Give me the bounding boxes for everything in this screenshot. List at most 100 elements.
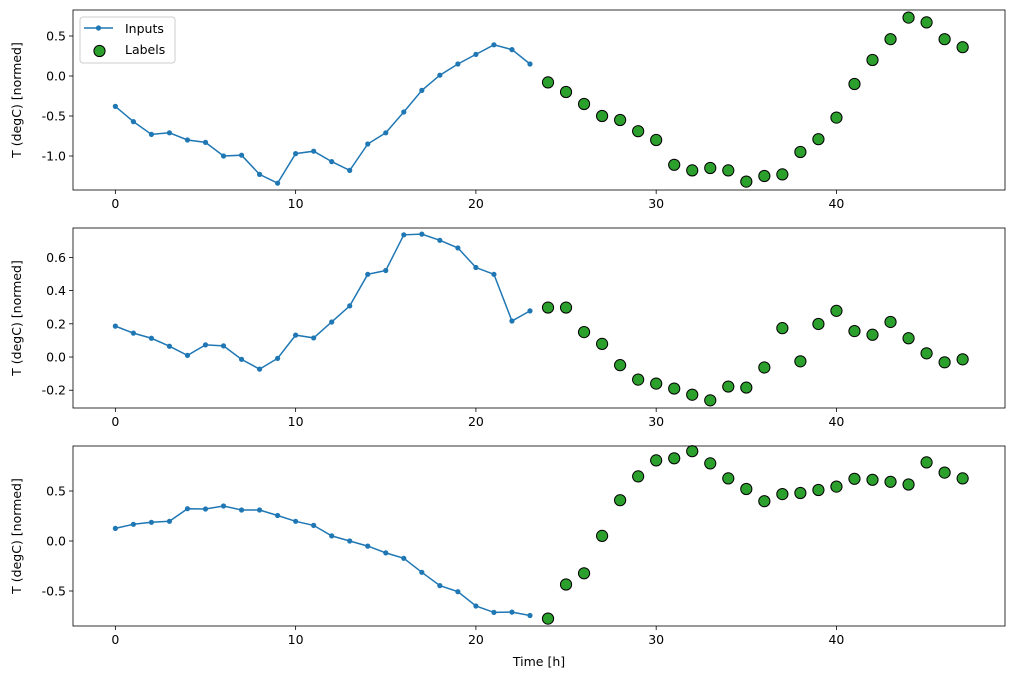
x-tick-label: 40 bbox=[828, 196, 844, 211]
inputs-point bbox=[275, 355, 281, 361]
inputs-point bbox=[202, 139, 209, 145]
inputs-point bbox=[184, 137, 191, 143]
x-tick-label: 0 bbox=[111, 414, 119, 429]
labels-point bbox=[938, 33, 951, 46]
labels-point bbox=[632, 470, 645, 483]
y-axis-label: T (degC) [normed] bbox=[9, 478, 24, 595]
x-tick-label: 10 bbox=[288, 196, 304, 211]
inputs-point bbox=[112, 525, 118, 532]
labels-point bbox=[595, 337, 609, 351]
labels-point bbox=[704, 457, 717, 470]
inputs-point bbox=[437, 583, 443, 589]
inputs-point bbox=[238, 507, 245, 513]
labels-point bbox=[776, 488, 789, 501]
legend-labels-marker-icon bbox=[93, 44, 106, 58]
inputs-point bbox=[130, 521, 136, 527]
inputs-point bbox=[148, 519, 155, 525]
inputs-point bbox=[275, 512, 281, 519]
y-tick-label: -0.5 bbox=[42, 584, 66, 599]
labels-point bbox=[559, 578, 573, 591]
y-tick-label: -0.5 bbox=[42, 109, 66, 124]
inputs-point bbox=[256, 366, 263, 372]
inputs-point bbox=[347, 303, 353, 309]
inputs-point bbox=[311, 522, 317, 529]
inputs-point bbox=[419, 87, 425, 93]
axes-frame bbox=[72, 9, 1006, 191]
y-axis-label: T (degC) [normed] bbox=[9, 260, 24, 377]
labels-point bbox=[541, 612, 555, 625]
legend-inputs-label: Inputs bbox=[125, 21, 164, 36]
inputs-point bbox=[311, 148, 317, 154]
inputs-point bbox=[329, 533, 335, 539]
inputs-point bbox=[220, 503, 227, 509]
labels-point bbox=[938, 356, 951, 369]
inputs-point bbox=[184, 352, 191, 358]
inputs-point bbox=[419, 231, 425, 237]
inputs-point bbox=[184, 506, 191, 512]
inputs-point bbox=[473, 603, 479, 609]
labels-point bbox=[884, 315, 897, 329]
labels-point bbox=[686, 445, 699, 458]
labels-point bbox=[776, 322, 789, 335]
labels-point bbox=[776, 168, 789, 181]
axes-frame bbox=[72, 227, 1006, 409]
labels-point bbox=[866, 473, 879, 486]
labels-point bbox=[541, 76, 555, 89]
inputs-point bbox=[455, 245, 461, 251]
labels-point bbox=[920, 16, 933, 29]
inputs-point bbox=[401, 109, 407, 115]
labels-point bbox=[920, 347, 933, 360]
labels-point bbox=[686, 388, 699, 401]
labels-point bbox=[812, 133, 825, 146]
labels-point bbox=[559, 85, 573, 99]
inputs-point bbox=[347, 167, 353, 173]
inputs-point bbox=[509, 318, 515, 324]
y-tick-label: 0.0 bbox=[46, 534, 66, 549]
labels-point bbox=[758, 169, 771, 183]
labels-point bbox=[866, 53, 879, 67]
y-tick-label: 0.5 bbox=[46, 29, 66, 44]
labels-point bbox=[722, 472, 735, 485]
labels-point bbox=[595, 529, 609, 543]
inputs-point bbox=[329, 319, 335, 325]
y-tick-label: -0.2 bbox=[42, 383, 66, 398]
labels-point bbox=[668, 158, 681, 171]
labels-point bbox=[668, 382, 681, 395]
labels-point bbox=[812, 483, 825, 497]
axes-frame bbox=[72, 445, 1006, 627]
inputs-point bbox=[401, 232, 407, 238]
labels-point bbox=[704, 394, 717, 407]
inputs-point bbox=[383, 130, 389, 136]
labels-point bbox=[740, 381, 753, 394]
y-axis-label: T (degC) [normed] bbox=[9, 42, 24, 159]
labels-point bbox=[722, 380, 735, 393]
labels-point bbox=[632, 125, 645, 138]
inputs-point bbox=[148, 131, 155, 137]
labels-point bbox=[686, 164, 699, 177]
inputs-point bbox=[473, 264, 479, 271]
x-tick-label: 20 bbox=[468, 632, 484, 647]
inputs-point bbox=[527, 61, 533, 67]
inputs-point bbox=[473, 51, 479, 58]
inputs-point bbox=[293, 518, 299, 524]
labels-point bbox=[830, 111, 843, 124]
labels-point bbox=[938, 466, 951, 479]
x-tick-label: 30 bbox=[648, 196, 664, 211]
x-tick-label: 0 bbox=[111, 196, 119, 211]
inputs-point bbox=[256, 171, 263, 177]
inputs-point bbox=[365, 543, 371, 549]
labels-point bbox=[595, 109, 609, 123]
inputs-point bbox=[527, 612, 533, 619]
labels-point bbox=[866, 328, 879, 341]
labels-point bbox=[920, 456, 933, 469]
labels-point bbox=[848, 77, 861, 91]
labels-point bbox=[740, 482, 753, 496]
inputs-point bbox=[491, 271, 497, 277]
labels-point bbox=[902, 11, 915, 24]
inputs-point bbox=[293, 151, 299, 157]
y-tick-label: 0.6 bbox=[46, 250, 66, 265]
inputs-point bbox=[166, 343, 173, 349]
x-tick-label: 40 bbox=[828, 414, 844, 429]
labels-point bbox=[956, 472, 969, 485]
